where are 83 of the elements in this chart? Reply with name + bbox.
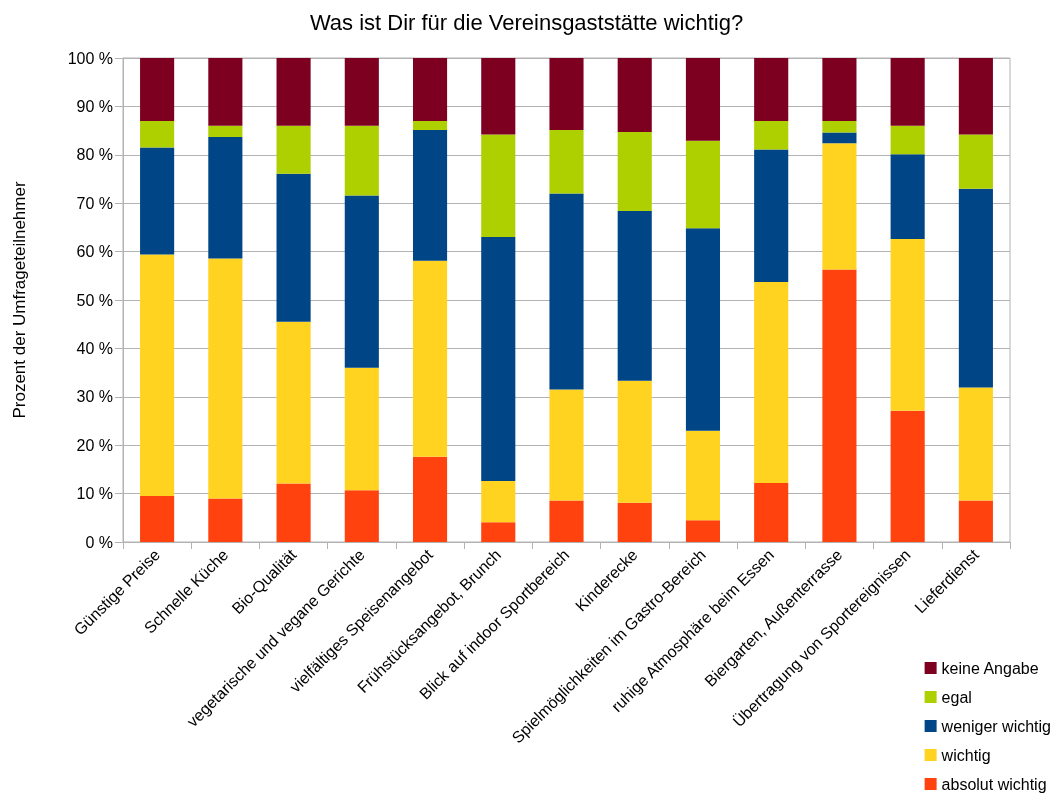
- bar: [140, 496, 175, 542]
- bar: [276, 173, 311, 322]
- bar: [958, 500, 993, 542]
- bar: [344, 490, 379, 542]
- bar: [208, 498, 243, 542]
- bar: [890, 410, 925, 542]
- y-tick-label: 20 %: [76, 436, 113, 454]
- bar: [822, 120, 857, 133]
- bar: [685, 430, 721, 521]
- legend-label: egal: [941, 688, 972, 706]
- bar: [140, 254, 175, 497]
- bar: [549, 193, 584, 390]
- bar: [754, 282, 789, 483]
- y-tick-label: 30 %: [76, 388, 113, 406]
- bar: [617, 380, 652, 503]
- bar: [617, 210, 652, 381]
- bar: [549, 130, 584, 194]
- legend-label: absolut wichtig: [941, 775, 1047, 793]
- bar: [481, 58, 516, 135]
- bar: [754, 58, 789, 121]
- bar: [549, 500, 584, 542]
- bar: [481, 134, 516, 238]
- bar: [958, 134, 993, 189]
- y-tick-label: 0 %: [85, 533, 113, 551]
- bar: [276, 321, 311, 484]
- y-tick-label: 10 %: [76, 485, 113, 503]
- bar: [685, 228, 721, 431]
- bar: [276, 125, 311, 174]
- bar: [140, 58, 175, 121]
- bar: [617, 502, 652, 542]
- bar: [208, 125, 243, 137]
- y-tick-label: 80 %: [76, 146, 113, 164]
- bar: [481, 522, 516, 542]
- bar: [344, 58, 379, 126]
- bar: [685, 520, 721, 542]
- legend-label: keine Angabe: [941, 659, 1039, 677]
- bar: [754, 120, 789, 150]
- bar: [958, 188, 993, 388]
- bar: [412, 58, 448, 121]
- bar: [344, 125, 379, 196]
- bar: [685, 140, 721, 229]
- bar: [276, 58, 311, 126]
- bar: [140, 120, 175, 148]
- chart-title: Was ist Dir für die Vereinsgaststätte wichtig?: [309, 9, 744, 35]
- bar: [890, 58, 925, 126]
- y-tick-label: 90 %: [76, 97, 113, 115]
- bar: [412, 260, 448, 457]
- legend-label: wichtig: [940, 746, 991, 764]
- bar: [140, 147, 175, 255]
- bar: [754, 482, 789, 542]
- bar: [412, 456, 448, 542]
- bar: [549, 58, 584, 131]
- y-tick-label: 70 %: [76, 194, 113, 212]
- y-tick-label: 100 %: [67, 49, 113, 67]
- bar: [344, 195, 379, 368]
- legend-label: weniger wichtig: [940, 717, 1052, 735]
- bar: [754, 149, 789, 283]
- bar: [344, 367, 379, 491]
- bar: [549, 389, 584, 501]
- bar: [208, 136, 243, 259]
- bar: [412, 120, 448, 131]
- bar: [481, 237, 516, 482]
- bar: [890, 154, 925, 240]
- y-tick-label: 60 %: [76, 243, 113, 261]
- y-tick-label: 40 %: [76, 339, 113, 357]
- bar: [958, 58, 993, 135]
- bar: [412, 130, 448, 261]
- bar: [890, 239, 925, 411]
- bar: [208, 258, 243, 499]
- bar: [822, 132, 857, 144]
- bar: [890, 125, 925, 155]
- bar: [617, 58, 652, 133]
- y-tick-label: 50 %: [76, 291, 113, 309]
- bar: [685, 58, 721, 141]
- bar: [822, 269, 857, 542]
- bar: [822, 143, 857, 270]
- bar: [958, 387, 993, 501]
- bar: [481, 481, 516, 523]
- bar: [822, 58, 857, 121]
- bar: [208, 58, 243, 126]
- bar: [617, 132, 652, 211]
- y-axis-title: Prozent der Umfrageteilnehmer: [10, 181, 29, 419]
- bar: [276, 483, 311, 542]
